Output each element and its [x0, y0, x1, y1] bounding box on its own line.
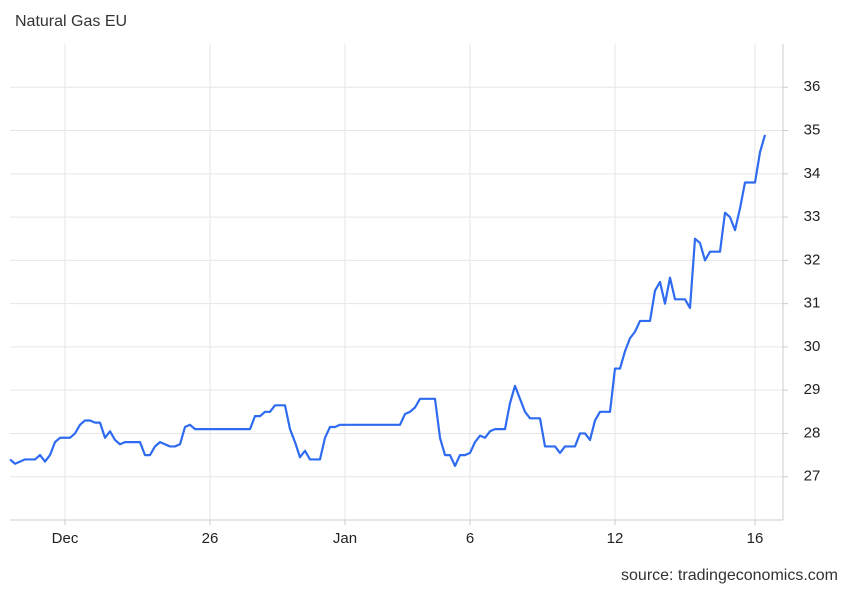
- source: source: tradingeconomics.com: [621, 567, 838, 584]
- x-tick-label: 26: [202, 530, 219, 547]
- x-tick-label: 16: [747, 530, 764, 547]
- x-tick-label: 6: [466, 530, 474, 547]
- chart-title: Natural Gas EU: [15, 13, 127, 30]
- y-tick-label: 27: [804, 468, 821, 485]
- y-tick-label: 35: [804, 122, 821, 139]
- x-tick-label: Jan: [333, 530, 357, 547]
- y-tick-label: 33: [804, 208, 821, 225]
- y-tick-label: 31: [804, 295, 821, 312]
- y-tick-label: 34: [804, 165, 821, 182]
- y-tick-label: 28: [804, 424, 821, 441]
- price-line: [9, 134, 767, 468]
- y-tick-label: 29: [804, 381, 821, 398]
- y-tick-label: 32: [804, 251, 821, 268]
- y-tick-label: 36: [804, 78, 821, 95]
- x-tick-label: 12: [607, 530, 624, 547]
- x-tick-label: Dec: [52, 530, 79, 547]
- y-tick-label: 30: [804, 338, 821, 355]
